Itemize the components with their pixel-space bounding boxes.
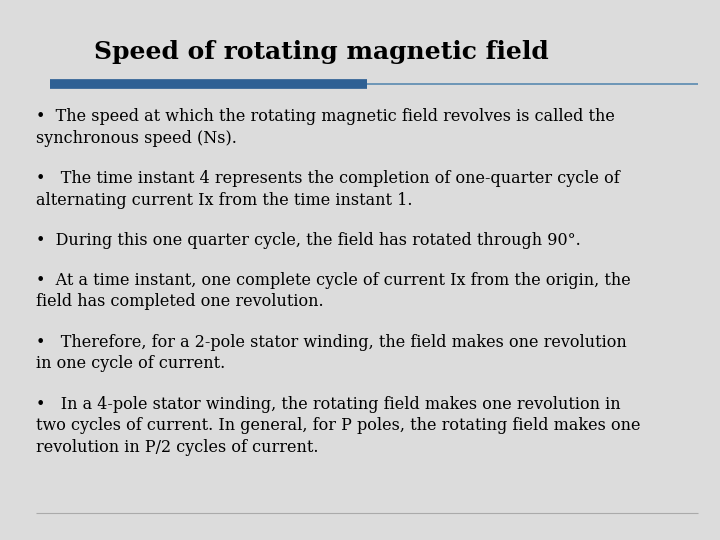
Text: •  The speed at which the rotating magnetic field revolves is called the
synchro: • The speed at which the rotating magnet… [36,108,615,146]
Text: •   The time instant 4 represents the completion of one-quarter cycle of
alterna: • The time instant 4 represents the comp… [36,170,620,208]
Text: •  At a time instant, one complete cycle of current Ix from the origin, the
fiel: • At a time instant, one complete cycle … [36,272,631,310]
Text: •  During this one quarter cycle, the field has rotated through 90°.: • During this one quarter cycle, the fie… [36,232,581,249]
Text: •   Therefore, for a 2-pole stator winding, the field makes one revolution
in on: • Therefore, for a 2-pole stator winding… [36,334,626,372]
Text: •   In a 4-pole stator winding, the rotating field makes one revolution in
two c: • In a 4-pole stator winding, the rotati… [36,396,641,456]
Text: Speed of rotating magnetic field: Speed of rotating magnetic field [94,40,549,64]
